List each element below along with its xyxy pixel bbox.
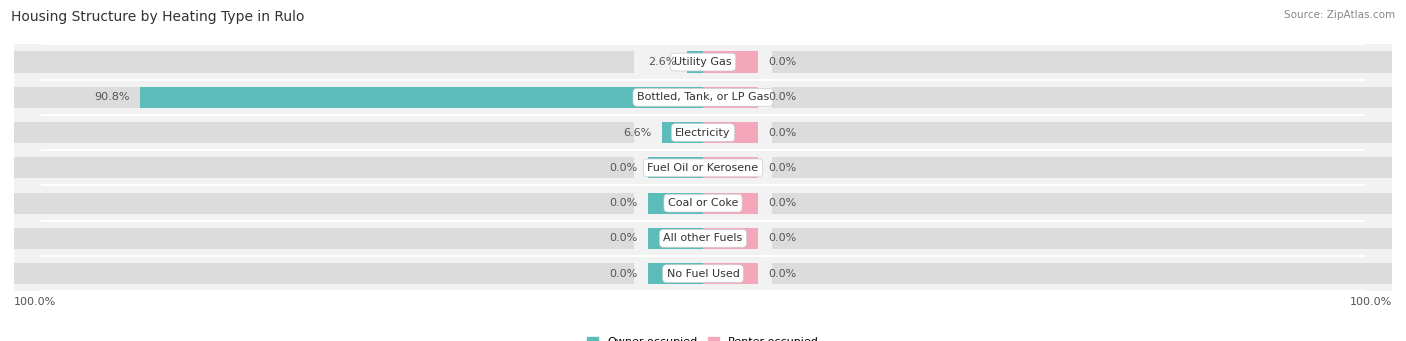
Bar xyxy=(703,87,758,108)
Text: 0.0%: 0.0% xyxy=(769,163,797,173)
Text: 0.0%: 0.0% xyxy=(609,198,637,208)
Bar xyxy=(648,228,703,249)
Text: Source: ZipAtlas.com: Source: ZipAtlas.com xyxy=(1284,10,1395,20)
Text: 0.0%: 0.0% xyxy=(609,163,637,173)
Text: 0.0%: 0.0% xyxy=(769,57,797,67)
Bar xyxy=(703,263,758,284)
Bar xyxy=(14,80,1392,115)
Text: Electricity: Electricity xyxy=(675,128,731,138)
Bar xyxy=(772,122,1392,143)
Bar xyxy=(14,157,634,178)
Text: 6.6%: 6.6% xyxy=(623,128,652,138)
Bar xyxy=(772,157,1392,178)
Text: All other Fuels: All other Fuels xyxy=(664,233,742,243)
Bar xyxy=(703,122,758,143)
Bar xyxy=(14,221,1392,256)
Bar xyxy=(648,157,703,178)
Bar xyxy=(648,263,703,284)
Bar xyxy=(14,186,1392,221)
Text: No Fuel Used: No Fuel Used xyxy=(666,269,740,279)
Bar xyxy=(772,51,1392,73)
Text: 0.0%: 0.0% xyxy=(769,233,797,243)
Bar xyxy=(14,51,634,73)
Text: 0.0%: 0.0% xyxy=(769,198,797,208)
Text: 2.6%: 2.6% xyxy=(648,57,676,67)
Text: 0.0%: 0.0% xyxy=(609,233,637,243)
Bar xyxy=(662,122,703,143)
Text: Fuel Oil or Kerosene: Fuel Oil or Kerosene xyxy=(647,163,759,173)
Text: 0.0%: 0.0% xyxy=(609,269,637,279)
Bar xyxy=(703,51,758,73)
Bar xyxy=(772,87,1392,108)
Bar xyxy=(772,193,1392,214)
Text: 0.0%: 0.0% xyxy=(769,128,797,138)
Text: Bottled, Tank, or LP Gas: Bottled, Tank, or LP Gas xyxy=(637,92,769,102)
Text: Housing Structure by Heating Type in Rulo: Housing Structure by Heating Type in Rul… xyxy=(11,10,305,24)
Bar xyxy=(14,263,634,284)
Bar xyxy=(14,150,1392,186)
Bar xyxy=(648,193,703,214)
Bar xyxy=(772,263,1392,284)
Text: 90.8%: 90.8% xyxy=(94,92,129,102)
Bar xyxy=(703,157,758,178)
Bar xyxy=(14,256,1392,291)
Legend: Owner-occupied, Renter-occupied: Owner-occupied, Renter-occupied xyxy=(582,332,824,341)
Bar xyxy=(14,87,634,108)
Text: 100.0%: 100.0% xyxy=(14,297,56,307)
Bar xyxy=(14,193,634,214)
Bar xyxy=(688,51,703,73)
Bar xyxy=(772,228,1392,249)
Text: 0.0%: 0.0% xyxy=(769,92,797,102)
Bar xyxy=(703,193,758,214)
Bar xyxy=(14,228,634,249)
Bar xyxy=(14,122,634,143)
Text: Coal or Coke: Coal or Coke xyxy=(668,198,738,208)
Text: 100.0%: 100.0% xyxy=(1350,297,1392,307)
Text: 0.0%: 0.0% xyxy=(769,269,797,279)
Bar xyxy=(703,228,758,249)
Bar xyxy=(14,44,1392,80)
Text: Utility Gas: Utility Gas xyxy=(675,57,731,67)
Bar xyxy=(14,115,1392,150)
Bar xyxy=(141,87,703,108)
